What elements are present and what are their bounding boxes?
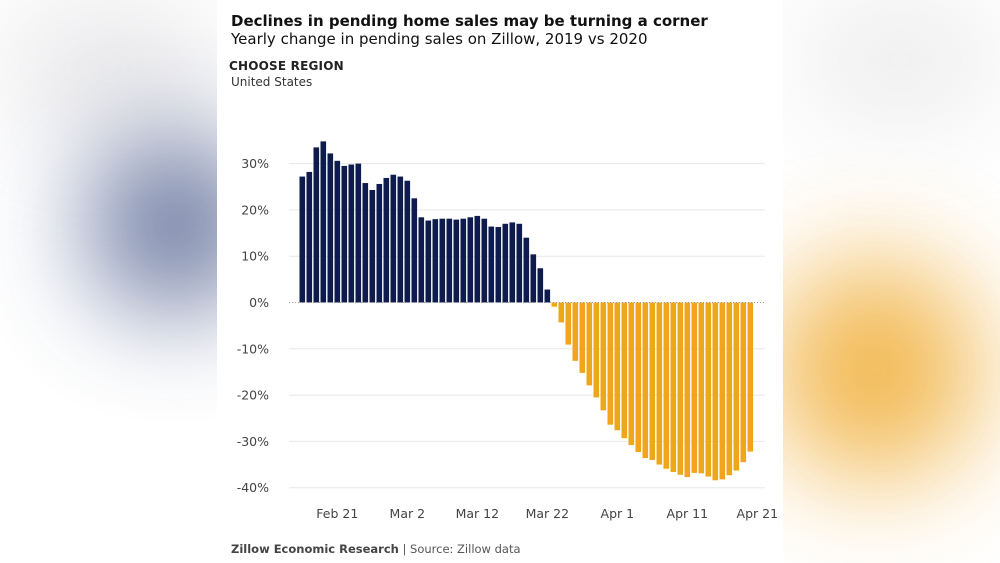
bar-negative [551, 302, 558, 307]
bar-positive [397, 176, 404, 303]
footer-separator: | [402, 542, 407, 556]
footer: Zillow Economic Research | Source: Zillo… [231, 542, 521, 556]
bar-positive [390, 174, 397, 303]
bar-positive [411, 198, 418, 303]
bar-negative [621, 302, 628, 439]
bar-positive [502, 223, 509, 303]
bar-negative [740, 302, 747, 463]
bar-positive [313, 147, 320, 303]
bar-positive [376, 183, 383, 303]
x-tick-label: Mar 12 [456, 506, 499, 521]
bar-positive [523, 237, 530, 303]
bar-positive [320, 141, 327, 303]
bar-positive [299, 176, 306, 303]
bar-negative [635, 302, 642, 453]
x-tick-label: Feb 21 [316, 506, 358, 521]
bar-positive [544, 289, 551, 303]
bar-positive [341, 165, 348, 303]
bar-negative [628, 302, 635, 446]
bar-positive [425, 220, 432, 303]
bar-positive [383, 177, 390, 303]
bar-negative [747, 302, 754, 452]
bar-positive [509, 222, 516, 303]
bar-positive [467, 217, 474, 303]
bar-positive [453, 219, 460, 303]
bar-negative [586, 302, 593, 386]
bar-positive [327, 153, 334, 303]
background-blur-right [770, 260, 980, 480]
bar-negative [558, 302, 565, 323]
bar-positive [537, 268, 544, 303]
bar-negative [649, 302, 656, 460]
bar-negative [600, 302, 607, 411]
bar-negative [691, 302, 698, 473]
y-tick-label: 0% [249, 295, 269, 310]
bar-negative [614, 302, 621, 431]
bar-negative [684, 302, 691, 478]
chart-card: Declines in pending home sales may be tu… [217, 0, 783, 563]
background-blur-top-left [0, 10, 220, 130]
bar-negative [642, 302, 649, 459]
y-tick-label: 20% [241, 202, 269, 217]
bar-negative [670, 302, 677, 472]
bar-positive [369, 189, 376, 303]
bar-negative [579, 302, 586, 373]
bar-negative [698, 302, 705, 474]
x-tick-label: Mar 22 [526, 506, 569, 521]
footer-source-org: Zillow Economic Research [231, 542, 399, 556]
bar-positive [446, 218, 453, 303]
bar-positive [460, 218, 467, 303]
bar-negative [705, 302, 712, 477]
bar-positive [488, 226, 495, 303]
y-axis-ticks: 30% 20% 10% 0% -10% -20% -30% -40% [237, 156, 269, 495]
y-tick-label: -10% [237, 341, 269, 356]
y-tick-label: -30% [237, 434, 269, 449]
x-tick-label: Mar 2 [390, 506, 426, 521]
bar-chart: 30% 20% 10% 0% -10% -20% -30% -40% Feb 21 Mar 2 M… [237, 141, 778, 521]
bar-negative [719, 302, 726, 480]
bar-negative [712, 302, 719, 481]
y-tick-label: -40% [237, 480, 269, 495]
x-axis-ticks: Feb 21 Mar 2 Mar 12 Mar 22 Apr 1 Apr 11 Apr 21 [316, 506, 778, 521]
bar-positive [355, 163, 362, 303]
footer-source: Source: Zillow data [410, 542, 521, 556]
background-blur-top-right [800, 0, 1000, 120]
bar-positive [516, 223, 523, 303]
bar-negative [565, 302, 572, 345]
y-tick-label: -20% [237, 388, 269, 403]
region-selector[interactable]: United States [231, 75, 313, 89]
bar-negative [572, 302, 579, 361]
bar-positive [432, 219, 439, 303]
bar-positive [439, 218, 446, 303]
bar-positive [362, 183, 369, 303]
bar-positive [334, 160, 341, 303]
bar-negative [593, 302, 600, 398]
region-selector-label: CHOOSE REGION [229, 59, 344, 73]
bar-negative [607, 302, 614, 425]
bar-positive [306, 171, 313, 303]
x-tick-label: Apr 1 [601, 506, 635, 521]
bar-positive [418, 217, 425, 303]
bar-positive [474, 215, 481, 303]
bar-negative [726, 302, 733, 476]
x-tick-label: Apr 11 [667, 506, 709, 521]
bar-negative [656, 302, 663, 465]
chart-subtitle: Yearly change in pending sales on Zillow… [231, 30, 648, 48]
bar-negative [733, 302, 740, 471]
bar-negative [663, 302, 670, 469]
bar-negative [677, 302, 684, 475]
bar-positive [495, 227, 502, 303]
chart-title: Declines in pending home sales may be tu… [231, 12, 708, 30]
bars [299, 141, 754, 481]
x-tick-label: Apr 21 [737, 506, 779, 521]
bar-positive [348, 164, 355, 303]
y-tick-label: 10% [241, 249, 269, 264]
bar-positive [404, 180, 411, 303]
y-tick-label: 30% [241, 156, 269, 171]
bar-positive [481, 218, 488, 303]
bar-positive [530, 254, 537, 303]
